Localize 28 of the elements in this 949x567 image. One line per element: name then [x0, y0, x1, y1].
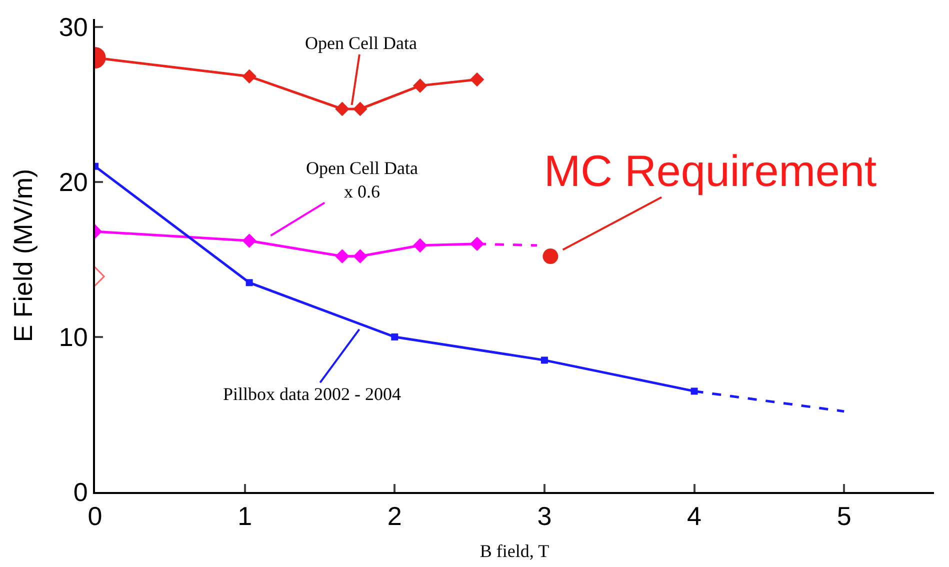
y-tick-label: 10 — [58, 322, 88, 352]
point — [412, 78, 428, 93]
x-tick-label: 4 — [687, 501, 702, 532]
point — [353, 249, 368, 264]
point — [540, 356, 548, 364]
annotation: Open Cell Data x 0.6 — [306, 158, 418, 202]
point — [391, 333, 398, 340]
x-axis-title: B field, T — [480, 541, 550, 561]
point — [242, 69, 256, 84]
point — [335, 102, 350, 116]
point — [335, 249, 350, 264]
point — [412, 238, 428, 253]
annotation: Pillbox data 2002 - 2004 — [223, 384, 401, 404]
x-tick-label: 3 — [537, 501, 552, 532]
y-tick-label: 0 — [73, 477, 88, 508]
x-tick-label: 1 — [238, 501, 252, 532]
point — [542, 248, 558, 264]
y-axis-title: E Field (MV/m) — [8, 168, 38, 342]
point — [470, 72, 484, 87]
point — [353, 102, 368, 116]
point — [242, 234, 256, 248]
x-tick-label: 2 — [387, 501, 402, 532]
annotation: MC Requirement — [544, 147, 877, 196]
annotation: Open Cell Data — [305, 33, 417, 53]
y-tick-label: 20 — [58, 166, 88, 197]
y-tick-label: 30 — [58, 12, 88, 42]
x-tick-label: 5 — [836, 501, 852, 532]
point — [246, 279, 253, 286]
